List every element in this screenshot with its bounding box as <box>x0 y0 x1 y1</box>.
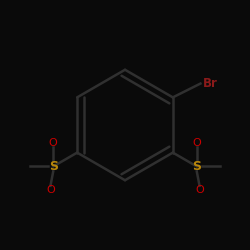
Text: Br: Br <box>203 77 218 90</box>
Text: S: S <box>192 160 201 173</box>
Text: O: O <box>46 185 55 195</box>
Text: S: S <box>49 160 58 173</box>
Text: O: O <box>49 138 58 148</box>
Text: O: O <box>195 185 204 195</box>
Text: O: O <box>192 138 201 148</box>
